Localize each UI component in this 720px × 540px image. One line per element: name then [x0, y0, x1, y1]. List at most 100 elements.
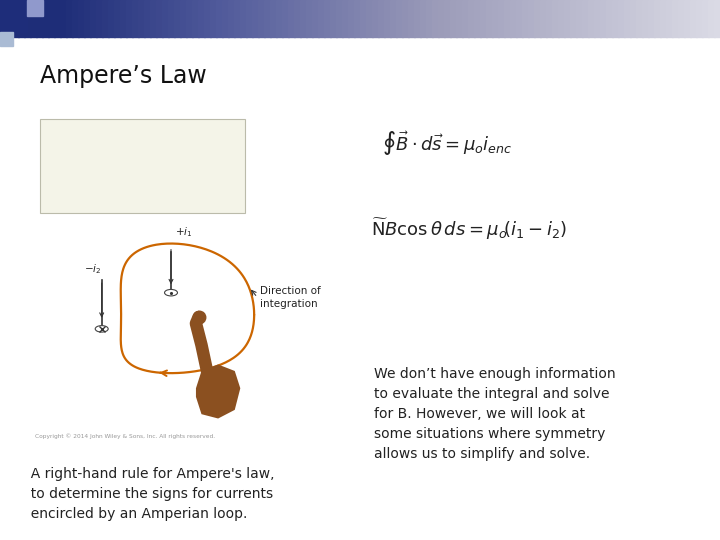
Bar	[228, 0, 235, 37]
Bar	[276, 0, 284, 37]
Bar	[408, 0, 415, 37]
Bar	[642, 0, 649, 37]
Bar	[186, 0, 194, 37]
Bar	[204, 0, 212, 37]
Bar	[600, 0, 608, 37]
Bar	[294, 0, 302, 37]
Bar	[618, 0, 626, 37]
Bar	[576, 0, 583, 37]
Bar	[150, 0, 158, 37]
Bar	[486, 0, 493, 37]
Bar	[252, 0, 259, 37]
Bar	[348, 0, 356, 37]
Bar	[264, 0, 271, 37]
FancyBboxPatch shape	[40, 119, 245, 213]
Bar	[198, 0, 205, 37]
Bar	[552, 0, 559, 37]
Bar	[498, 0, 505, 37]
Bar	[396, 0, 403, 37]
Bar	[360, 0, 367, 37]
Bar	[330, 0, 338, 37]
Text: $-i_2$: $-i_2$	[84, 262, 101, 276]
Bar	[48, 0, 55, 37]
Bar	[522, 0, 529, 37]
Bar	[192, 0, 199, 37]
Bar	[612, 0, 619, 37]
Bar	[312, 0, 320, 37]
Bar	[270, 0, 277, 37]
Bar	[108, 0, 115, 37]
Text: Direction of
integration: Direction of integration	[260, 286, 320, 309]
Bar	[30, 0, 37, 37]
Bar	[690, 0, 698, 37]
Text: This is how to assign a
sign to a current used in
Ampere's law.: This is how to assign a sign to a curren…	[48, 124, 212, 174]
Bar	[162, 0, 169, 37]
Bar	[684, 0, 691, 37]
Bar	[708, 0, 716, 37]
Bar	[90, 0, 97, 37]
Bar	[60, 0, 68, 37]
Bar	[594, 0, 601, 37]
Bar	[438, 0, 446, 37]
Bar	[462, 0, 469, 37]
Text: We don’t have enough information
to evaluate the integral and solve
for B. Howev: We don’t have enough information to eval…	[374, 367, 616, 461]
Bar	[390, 0, 397, 37]
Bar	[666, 0, 673, 37]
Bar	[420, 0, 428, 37]
Ellipse shape	[165, 289, 178, 296]
Bar	[300, 0, 307, 37]
Bar	[654, 0, 662, 37]
Bar	[246, 0, 253, 37]
Bar	[426, 0, 433, 37]
Bar	[624, 0, 631, 37]
Bar	[492, 0, 500, 37]
Bar	[432, 0, 439, 37]
Bar	[102, 0, 109, 37]
Bar	[24, 0, 32, 37]
Bar	[528, 0, 536, 37]
Bar	[510, 0, 518, 37]
Bar	[660, 0, 667, 37]
Bar	[696, 0, 703, 37]
Bar	[582, 0, 590, 37]
Bar	[96, 0, 104, 37]
Bar	[0, 0, 27, 32]
Bar	[444, 0, 451, 37]
Bar	[138, 0, 145, 37]
Text: $\oint \vec{B} \cdot d\vec{s} = \mu_o i_{enc}$: $\oint \vec{B} \cdot d\vec{s} = \mu_o i_…	[382, 129, 512, 157]
Bar	[234, 0, 241, 37]
Bar	[126, 0, 133, 37]
Bar	[66, 0, 73, 37]
Bar	[168, 0, 176, 37]
Bar	[318, 0, 325, 37]
Bar	[636, 0, 644, 37]
Bar	[354, 0, 361, 37]
Bar	[588, 0, 595, 37]
Bar	[282, 0, 289, 37]
Bar	[378, 0, 385, 37]
Bar	[114, 0, 122, 37]
Bar	[450, 0, 457, 37]
Bar	[384, 0, 392, 37]
Bar	[180, 0, 187, 37]
Bar	[0, 0, 7, 37]
Bar	[54, 0, 61, 37]
Bar	[36, 0, 43, 37]
Bar	[336, 0, 343, 37]
Bar	[402, 0, 410, 37]
Bar	[414, 0, 421, 37]
Bar	[480, 0, 487, 37]
Bar	[156, 0, 163, 37]
Bar	[606, 0, 613, 37]
Bar	[84, 0, 91, 37]
Bar	[78, 0, 86, 37]
Text: $\widetilde{\mathrm{N}}B\cos\theta\,ds = \mu_o\!\left(i_1 - i_2\right)$: $\widetilde{\mathrm{N}}B\cos\theta\,ds =…	[371, 217, 567, 242]
Bar	[120, 0, 127, 37]
Bar	[570, 0, 577, 37]
Bar	[6, 0, 14, 37]
Bar	[702, 0, 709, 37]
Polygon shape	[196, 364, 240, 418]
Bar	[288, 0, 295, 37]
Bar	[558, 0, 565, 37]
Text: Ampere’s Law: Ampere’s Law	[40, 64, 207, 87]
